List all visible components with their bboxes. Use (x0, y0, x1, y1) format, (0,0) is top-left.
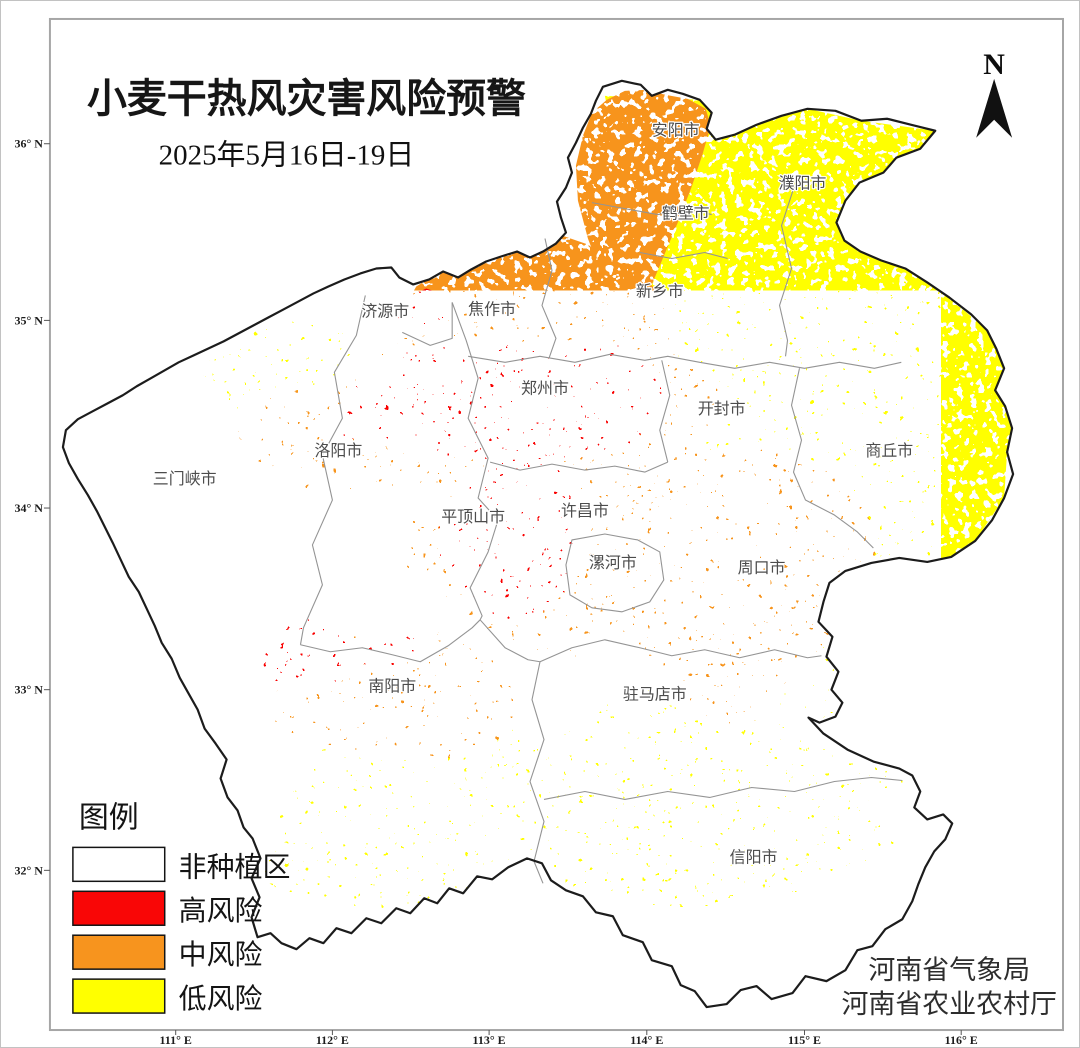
legend-label-none: 非种植区 (179, 851, 291, 883)
city-label: 焦作市 (468, 300, 516, 318)
risk-region-low-northwest-sparse (200, 320, 351, 414)
risk-region-medium-luoyang-sparse (236, 388, 331, 467)
attribution: 河南省气象局 河南省农业农村厅 (841, 955, 1056, 1019)
risk-region-high-pingdingshan (436, 455, 581, 621)
legend-swatch-low (72, 978, 166, 1014)
attribution-line: 河南省农业农村厅 (841, 989, 1056, 1019)
map-date-range: 2025年5月16日-19日 (159, 140, 415, 172)
longitude-axis: 111° E 112° E 113° E 114° E 115° E 116° … (159, 1030, 978, 1047)
lat-tick-label: 35° N (15, 313, 44, 327)
risk-region-low-xinyang-sparse (597, 785, 906, 910)
latitude-axis: 36° N 35° N 34° N 33° N 32° N (15, 137, 50, 877)
legend: 图例 非种植区 高风险 中风险 低风险 (72, 801, 291, 1015)
lon-tick-label: 115° E (788, 1033, 821, 1047)
city-label: 信阳市 (730, 848, 778, 866)
lat-tick-label: 32° N (15, 863, 44, 877)
risk-region-medium-zhoukou (613, 447, 876, 733)
district-boundaries (299, 185, 903, 884)
risk-region-high-nanyang (262, 613, 353, 695)
legend-label-medium: 中风险 (179, 939, 263, 971)
north-arrow-label: N (983, 48, 1005, 81)
city-label: 平顶山市 (441, 508, 505, 526)
city-label: 郑州市 (521, 379, 569, 397)
legend-swatch-none (72, 846, 166, 883)
risk-region-medium-anyang (575, 89, 711, 311)
legend-label-low: 低风险 (179, 983, 263, 1015)
legend-label-high: 高风险 (179, 895, 263, 927)
legend-swatch-high (72, 890, 166, 926)
lat-tick-label: 33° N (15, 683, 44, 697)
city-label: 商丘市 (865, 442, 913, 460)
lon-tick-label: 116° E (945, 1033, 978, 1047)
city-label: 漯河市 (589, 554, 637, 572)
lon-tick-label: 112° E (316, 1033, 349, 1047)
attribution-line: 河南省气象局 (868, 955, 1030, 985)
city-label: 新乡市 (636, 282, 684, 300)
city-label: 开封市 (698, 400, 746, 418)
risk-region-high-central-band (333, 340, 662, 467)
city-label: 济源市 (361, 302, 409, 320)
city-label: 许昌市 (561, 502, 609, 520)
city-labels: 安阳市 濮阳市 鹤壁市 新乡市 焦作市 济源市 郑州市 开封市 商丘市 洛阳市 … (152, 120, 915, 867)
north-arrow-icon: N (976, 48, 1013, 138)
city-label: 驻马店市 (623, 686, 687, 704)
legend-title: 图例 (79, 801, 139, 834)
city-label: 南阳市 (368, 678, 416, 696)
lon-tick-label: 111° E (159, 1033, 191, 1047)
city-label: 周口市 (738, 559, 786, 577)
lon-tick-label: 113° E (473, 1033, 506, 1047)
city-label: 安阳市 (652, 122, 700, 140)
city-label: 洛阳市 (314, 442, 362, 460)
risk-regions (200, 89, 1013, 910)
lat-tick-label: 36° N (15, 137, 44, 151)
lon-tick-label: 114° E (630, 1033, 663, 1047)
legend-swatch-medium (72, 934, 166, 970)
lat-tick-label: 34° N (15, 501, 44, 515)
map-title: 小麦干热风灾害风险预警 (87, 77, 526, 121)
city-label: 濮阳市 (779, 175, 827, 193)
risk-region-high-jiyuan (398, 288, 452, 333)
city-label: 三门峡市 (153, 470, 217, 488)
north-arrow-glyph (976, 78, 1013, 138)
city-label: 鹤壁市 (662, 204, 710, 223)
